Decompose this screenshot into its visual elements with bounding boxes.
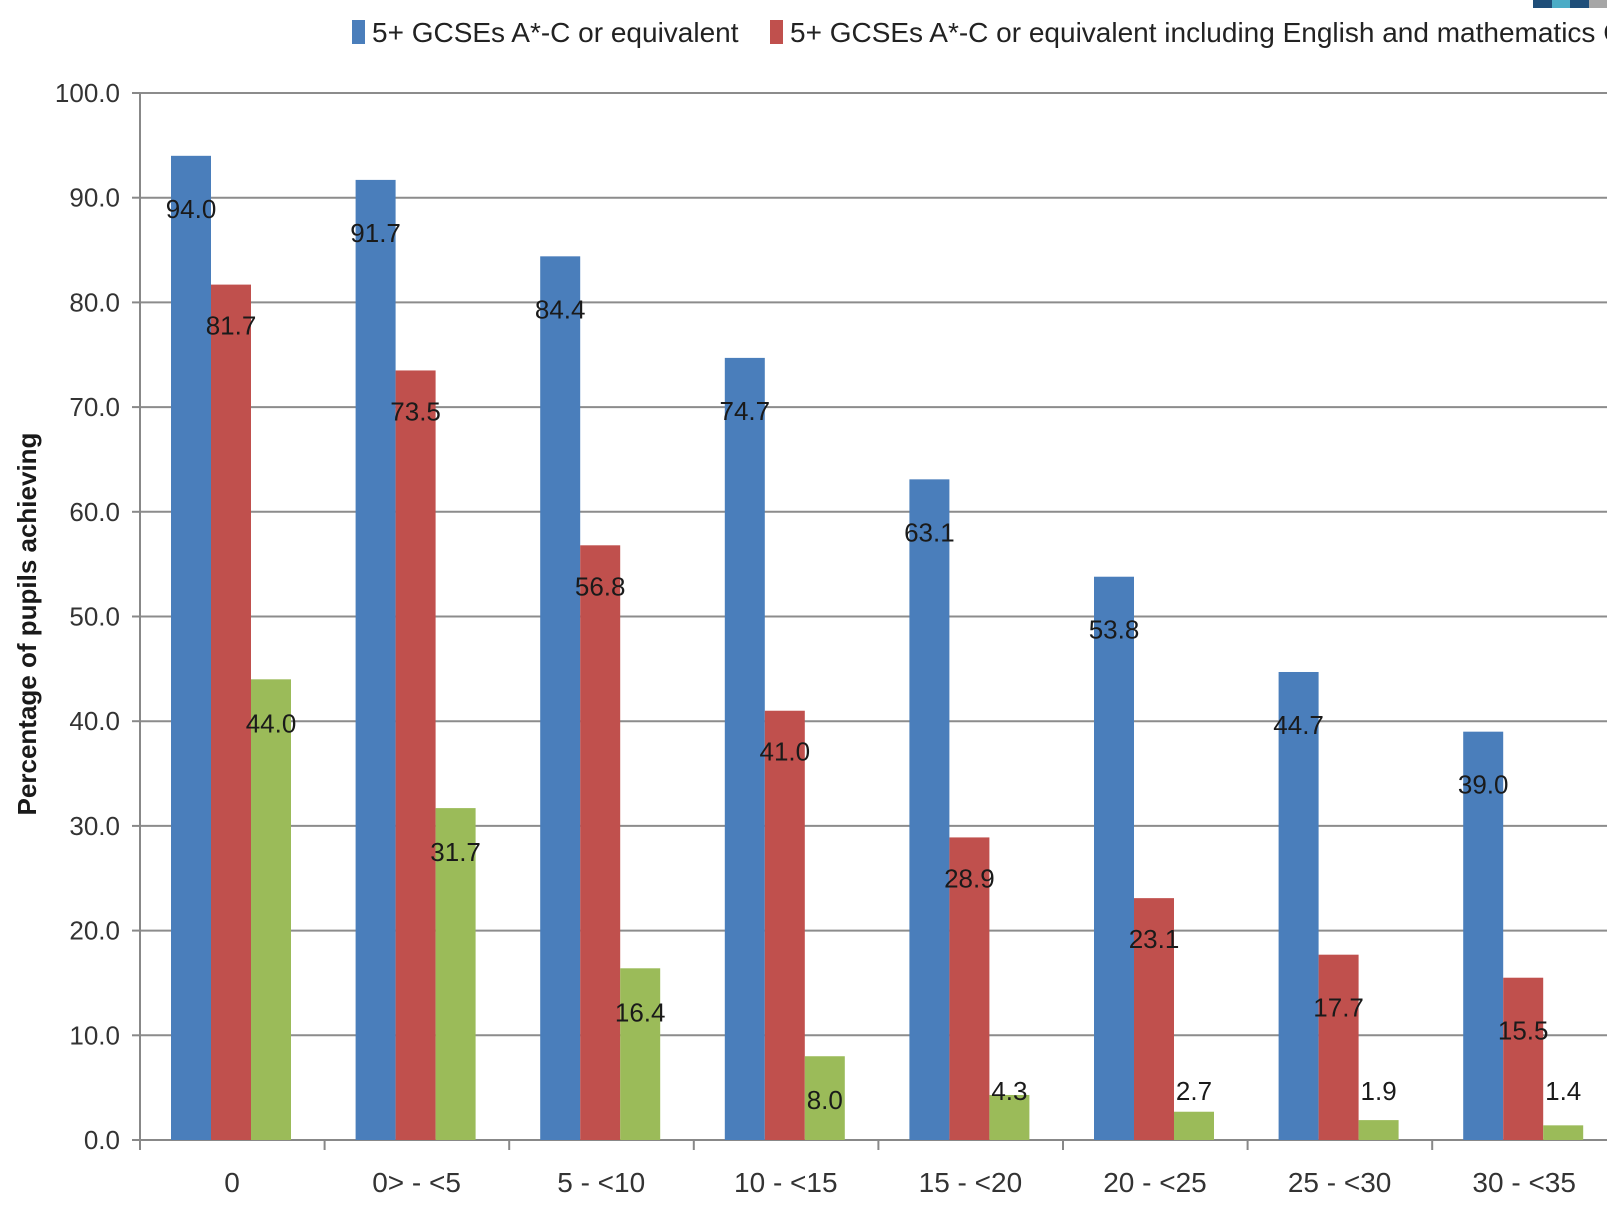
corner-decoration xyxy=(1533,0,1607,8)
bar-s0-c7 xyxy=(1463,731,1504,1140)
x-category-label: 5 - <10 xyxy=(557,1167,645,1198)
bar-s2-c6 xyxy=(1358,1120,1399,1140)
data-label-s1-c7: 15.5 xyxy=(1498,1016,1549,1046)
y-tick-label: 10.0 xyxy=(69,1020,120,1050)
data-label-s2-c0: 44.0 xyxy=(246,708,297,738)
x-category-label: 0> - <5 xyxy=(372,1167,461,1198)
x-axis: 0 0> - <5 5 - <10 10 - <15 15 - <20 20 - <25 2… xyxy=(139,1140,1576,1198)
y-tick-label: 100.0 xyxy=(55,78,120,108)
x-category-label: 15 - <20 xyxy=(919,1167,1023,1198)
data-label-s2-c3: 8.0 xyxy=(807,1085,843,1115)
legend: 5+ GCSEs A*-C or equivalent 5+ GCSEs A*-C… xyxy=(352,17,1607,48)
y-axis-ticks: 0.0 10.0 20.0 30.0 40.0 50.0 60.0 70.0 80.0 90.0 1… xyxy=(55,78,141,1155)
data-label-s1-c1: 73.5 xyxy=(390,396,441,426)
bar-s2-c0 xyxy=(251,679,291,1140)
data-label-s0-c3: 74.7 xyxy=(719,396,770,426)
legend-label-1: 5+ GCSEs A*-C or equivalent including En… xyxy=(790,17,1607,48)
bar-s2-c1 xyxy=(435,808,476,1140)
data-label-s2-c1: 31.7 xyxy=(430,837,481,867)
x-category-label: 30 - <35 xyxy=(1472,1167,1576,1198)
legend-swatch-0 xyxy=(352,20,365,44)
data-label-s2-c6: 1.9 xyxy=(1361,1076,1397,1106)
y-tick-label: 90.0 xyxy=(69,183,120,213)
data-label-s0-c5: 53.8 xyxy=(1089,615,1140,645)
bar-s1-c1 xyxy=(395,370,436,1141)
bar-s2-c3 xyxy=(804,1056,845,1140)
legend-label-0: 5+ GCSEs A*-C or equivalent xyxy=(372,17,739,48)
y-tick-label: 0.0 xyxy=(84,1125,120,1155)
bar-s1-c0 xyxy=(211,284,251,1140)
y-axis-label: Percentage of pupils achieving xyxy=(12,433,42,816)
bar-s1-c5 xyxy=(1134,898,1174,1140)
data-label-s2-c7: 1.4 xyxy=(1545,1076,1581,1106)
data-label-s0-c4: 63.1 xyxy=(904,517,955,547)
data-label-s0-c6: 44.7 xyxy=(1273,710,1324,740)
data-label-s0-c1: 91.7 xyxy=(350,218,401,248)
bar-s0-c5 xyxy=(1094,576,1134,1140)
x-category-label: 25 - <30 xyxy=(1288,1167,1392,1198)
y-tick-label: 40.0 xyxy=(69,706,120,736)
bar-s1-c6 xyxy=(1318,954,1359,1140)
y-tick-label: 50.0 xyxy=(69,602,120,632)
data-label-s1-c3: 41.0 xyxy=(759,737,810,767)
bar-s0-c1 xyxy=(355,179,396,1140)
bar-s0-c4 xyxy=(909,479,950,1140)
bar-s2-c4 xyxy=(989,1094,1030,1140)
bar-s1-c4 xyxy=(949,837,990,1140)
legend-swatch-1 xyxy=(770,20,783,44)
x-category-label: 10 - <15 xyxy=(734,1167,838,1198)
data-label-s1-c5: 23.1 xyxy=(1129,924,1180,954)
data-label-s0-c7: 39.0 xyxy=(1458,770,1509,800)
bar-s1-c7 xyxy=(1503,977,1544,1140)
bar-s0-c3 xyxy=(724,357,765,1140)
bar-s1-c3 xyxy=(764,710,805,1140)
data-label-s2-c4: 4.3 xyxy=(991,1076,1027,1106)
x-category-label: 0 xyxy=(224,1167,240,1198)
bar-s0-c0 xyxy=(171,155,211,1140)
y-tick-label: 70.0 xyxy=(69,392,120,422)
data-label-s1-c0: 81.7 xyxy=(206,311,257,341)
x-category-label: 20 - <25 xyxy=(1103,1167,1207,1198)
data-labels: 94.0 81.7 44.0 91.7 73.5 31.7 84.4 56.8 16.4 74.7… xyxy=(166,194,1582,1115)
bar-s2-c2 xyxy=(620,968,661,1140)
data-label-s2-c5: 2.7 xyxy=(1176,1076,1212,1106)
bar-s2-c7 xyxy=(1543,1125,1584,1140)
y-tick-label: 30.0 xyxy=(69,811,120,841)
data-label-s1-c6: 17.7 xyxy=(1313,993,1364,1023)
bars xyxy=(171,155,1584,1141)
data-label-s2-c2: 16.4 xyxy=(615,997,666,1027)
data-label-s0-c0: 94.0 xyxy=(166,194,217,224)
data-label-s1-c2: 56.8 xyxy=(575,571,626,601)
bar-s1-c2 xyxy=(580,545,621,1140)
y-tick-label: 20.0 xyxy=(69,916,120,946)
bar-s0-c2 xyxy=(540,256,581,1140)
bar-s2-c5 xyxy=(1174,1111,1214,1140)
y-tick-label: 80.0 xyxy=(69,287,120,317)
y-tick-label: 60.0 xyxy=(69,497,120,527)
data-label-s0-c2: 84.4 xyxy=(535,294,586,324)
data-label-s1-c4: 28.9 xyxy=(944,863,995,893)
bar-s0-c6 xyxy=(1278,671,1319,1140)
